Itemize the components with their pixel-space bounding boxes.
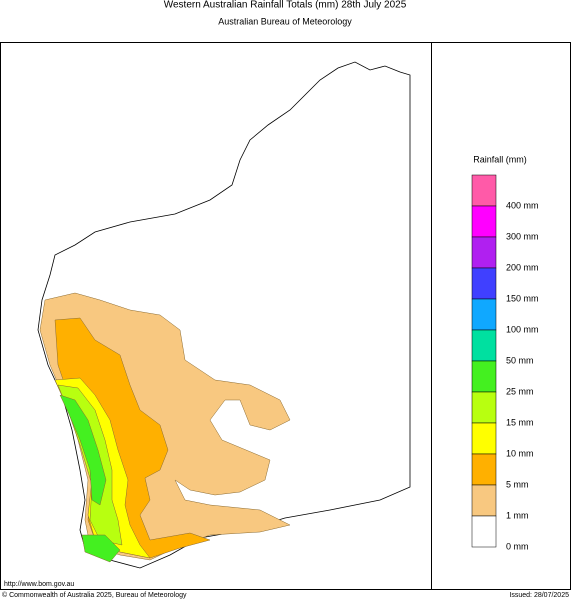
legend-swatch xyxy=(471,174,497,207)
legend-swatch xyxy=(471,360,497,393)
legend-swatch xyxy=(471,236,497,269)
legend-swatch xyxy=(471,515,497,548)
legend-swatch xyxy=(471,205,497,238)
legend-label: 50 mm xyxy=(506,355,534,365)
legend-swatch xyxy=(471,422,497,455)
legend-label: 0 mm xyxy=(506,541,529,551)
footer-url: http://www.bom.gov.au xyxy=(4,581,74,588)
legend-swatch xyxy=(471,391,497,424)
legend-swatch xyxy=(471,298,497,331)
footer-copyright: © Commonwealth of Australia 2025, Bureau… xyxy=(2,591,187,599)
subtitle: Australian Bureau of Meteorology xyxy=(218,16,352,26)
legend-swatch xyxy=(471,453,497,486)
legend-label: 100 mm xyxy=(506,324,539,334)
legend-label: 200 mm xyxy=(506,262,539,272)
legend-swatch xyxy=(471,329,497,362)
rain-25mm xyxy=(59,394,121,563)
legend: Rainfall (mm) 400 mm 300 mm 200 mm 150 mm 10… xyxy=(471,154,539,551)
title: Western Australian Rainfall Totals (mm) … xyxy=(164,0,407,11)
legend-label: 25 mm xyxy=(506,386,534,396)
legend-swatch xyxy=(471,267,497,300)
legend-label: 300 mm xyxy=(506,231,539,241)
legend-label: 15 mm xyxy=(506,417,534,427)
legend-label: 400 mm xyxy=(506,200,539,210)
legend-label: 150 mm xyxy=(506,293,539,303)
legend-swatch xyxy=(471,484,497,517)
footer-issued: Issued: 28/07/2025 xyxy=(509,592,569,599)
legend-label: 1 mm xyxy=(506,510,529,520)
map xyxy=(37,61,411,569)
legend-label: 5 mm xyxy=(506,479,529,489)
legend-title: Rainfall (mm) xyxy=(473,154,527,164)
legend-label: 10 mm xyxy=(506,448,534,458)
